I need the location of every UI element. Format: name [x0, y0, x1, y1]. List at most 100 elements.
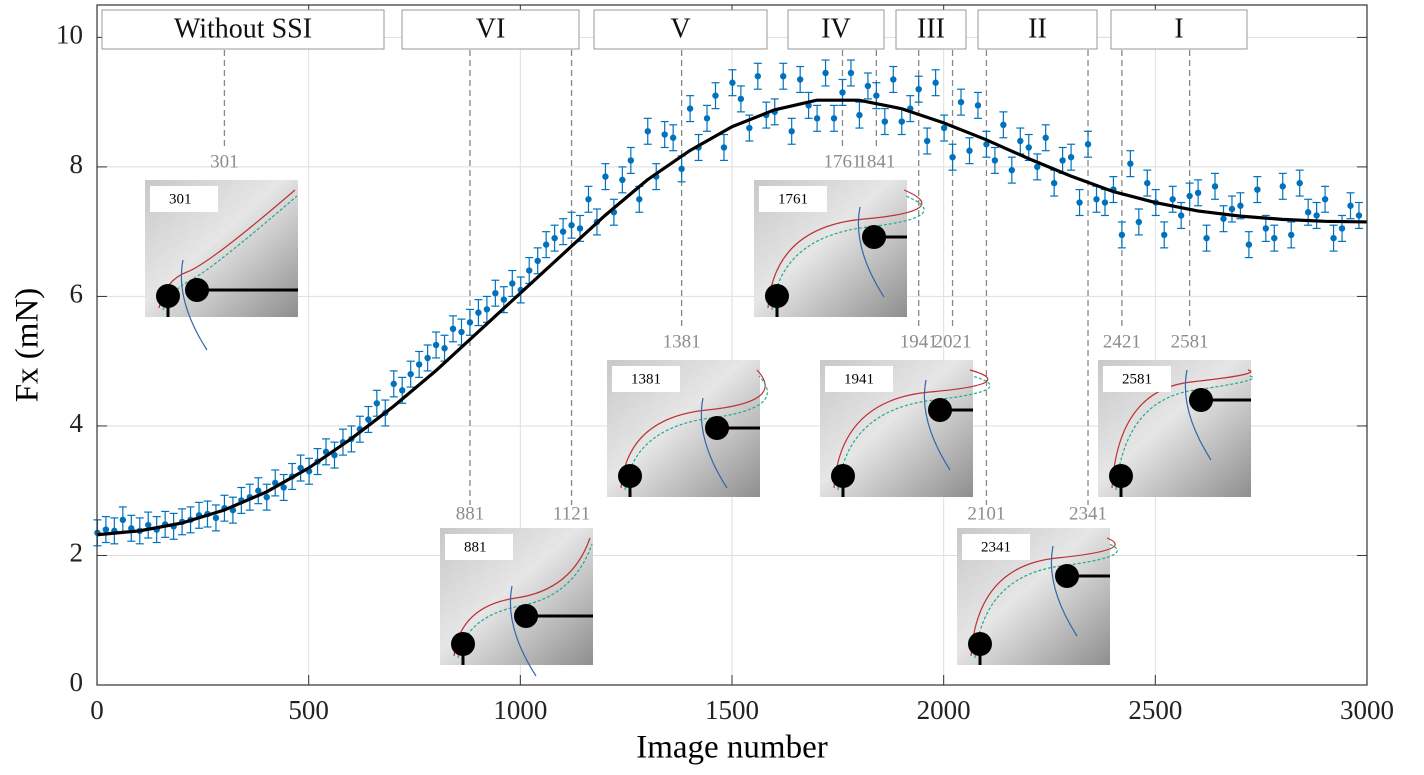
data-point [1186, 192, 1193, 200]
region-label: II [1028, 13, 1047, 44]
inset-label-box [612, 366, 680, 392]
inset-streak [700, 397, 728, 489]
inset-label-box [1103, 366, 1171, 392]
inset-label: 1941 [844, 371, 874, 387]
data-point [627, 157, 635, 164]
data-point [568, 221, 575, 229]
data-point [636, 196, 643, 203]
data-point [864, 82, 872, 90]
inset-streak [857, 206, 885, 298]
data-point [898, 118, 905, 125]
region-box [787, 9, 885, 50]
region-label: V [670, 13, 690, 44]
data-point [458, 328, 465, 336]
data-point [822, 69, 829, 77]
marker-label: 2581 [1171, 331, 1209, 352]
region-box [593, 9, 768, 50]
region-box [895, 9, 967, 50]
inset-streak [1111, 369, 1252, 489]
data-point [966, 147, 973, 154]
data-point [441, 345, 448, 352]
inset-image: 2581 [1098, 360, 1254, 497]
data-point [145, 521, 152, 529]
data-point [686, 105, 694, 112]
marker-label: 2421 [1103, 331, 1141, 352]
data-point [1084, 141, 1092, 148]
data-point [1262, 225, 1270, 232]
x-tick-label: 2000 [917, 695, 971, 725]
data-point [1237, 202, 1244, 209]
data-point [255, 487, 262, 494]
marker-label: 1121 [553, 503, 590, 524]
inset-image: 881 [440, 528, 593, 677]
data-point [1355, 212, 1363, 219]
data-point [1228, 205, 1236, 213]
inset-streak [833, 369, 989, 489]
y-tick-label: 10 [56, 20, 83, 50]
data-point [373, 400, 381, 407]
data-point [1161, 231, 1168, 239]
data-point [585, 196, 592, 203]
data-point [703, 115, 711, 122]
inset-streak [1184, 369, 1212, 461]
data-point [932, 79, 939, 86]
data-point [1304, 209, 1312, 216]
inset-cylinder [862, 225, 886, 249]
data-point [712, 92, 719, 99]
data-point [1025, 144, 1032, 151]
inset-streak [620, 369, 766, 489]
data-point [619, 176, 626, 184]
axes-frame [96, 4, 1368, 686]
data-point [1076, 199, 1083, 206]
region-label: I [1174, 13, 1183, 44]
inset-streak [1050, 545, 1078, 637]
y-tick-label: 2 [70, 538, 84, 568]
inset-cylinder [1055, 564, 1079, 588]
inset-label: 301 [169, 191, 192, 207]
data-point [449, 325, 457, 333]
data-point [949, 153, 956, 161]
data-point [1008, 166, 1016, 174]
inset-streak [837, 375, 991, 491]
data-point [1017, 137, 1024, 145]
inset-cylinder [185, 278, 209, 302]
data-point [1177, 212, 1185, 219]
inset-label-box [962, 534, 1030, 560]
marker-label: 2101 [967, 503, 1005, 524]
data-point [500, 296, 508, 303]
inset-streak [1115, 375, 1254, 491]
data-point [915, 85, 922, 93]
data-point [661, 131, 668, 138]
inset-cylinder [1189, 388, 1213, 412]
data-point [542, 241, 550, 248]
data-point [746, 124, 753, 132]
inset-label: 2581 [1122, 371, 1152, 387]
y-tick-label: 4 [70, 408, 84, 438]
data-point [1144, 179, 1151, 187]
data-point [1279, 183, 1286, 190]
inset-streak [509, 585, 537, 677]
x-tick-label: 1500 [705, 695, 759, 725]
marker-label: 1941 [900, 331, 938, 352]
inset-cylinder [831, 464, 855, 488]
data-point [1093, 196, 1100, 203]
data-point [534, 257, 541, 265]
data-point [830, 115, 838, 122]
y-axis-label: Fx (mN) [10, 288, 46, 403]
inset-cylinder [618, 464, 642, 488]
inset-label: 881 [464, 539, 487, 555]
data-point [576, 225, 584, 232]
data-point [1288, 231, 1295, 239]
data-point [737, 95, 745, 103]
inset-streak [974, 543, 1118, 659]
data-point [856, 111, 863, 119]
region-label: VI [476, 13, 506, 44]
data-point [1347, 202, 1354, 209]
marker-label: 1761 [823, 151, 861, 172]
data-point [991, 157, 999, 164]
inset-label: 2341 [981, 539, 1011, 555]
data-point [1194, 189, 1202, 197]
marker-label: 2021 [934, 331, 972, 352]
region-box [401, 9, 580, 50]
